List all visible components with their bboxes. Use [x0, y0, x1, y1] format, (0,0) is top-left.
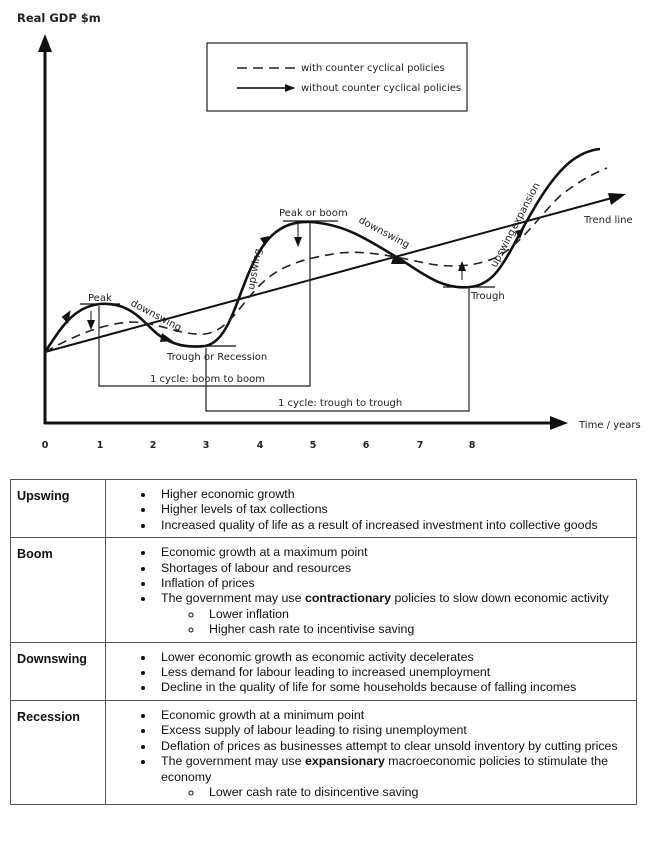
trough-or-recession-label: Trough or Recession — [166, 352, 267, 363]
phase-points: Economic growth at a maximum pointShorta… — [105, 537, 637, 643]
point-item: Less demand for labour leading to increa… — [155, 665, 630, 680]
point-item: Lower economic growth as economic activi… — [155, 650, 630, 665]
legend-solid-label: without counter cyclical policies — [301, 83, 461, 94]
point-text: The government may use — [161, 754, 305, 769]
curve-arrow — [515, 229, 524, 239]
point-text: policies to slow down economic activity — [391, 591, 609, 606]
point-text: Less demand for labour leading to increa… — [161, 665, 491, 680]
y-axis-title: Real GDP $m — [17, 11, 101, 25]
point-item: The government may use contractionary po… — [155, 591, 630, 637]
gdp-curve-without-policies — [43, 147, 601, 353]
phase-name: Downswing — [10, 641, 106, 701]
point-item: Higher economic growth — [155, 487, 630, 502]
point-item: Decline in the quality of life for some … — [155, 680, 630, 695]
sub-point-item: Higher cash rate to incentivise saving — [203, 622, 630, 637]
point-text: Lower economic growth as economic activi… — [161, 649, 474, 664]
point-item: Economic growth at a maximum point — [155, 545, 630, 560]
x-tick: 2 — [150, 440, 157, 451]
phase-name: Boom — [10, 537, 106, 643]
points-list: Economic growth at a minimum pointExcess… — [112, 708, 630, 800]
phase-table-body: UpswingHigher economic growthHigher leve… — [10, 478, 637, 806]
phase-points: Economic growth at a minimum pointExcess… — [105, 699, 637, 806]
phase-name: Upswing — [10, 478, 106, 539]
point-item: Deflation of prices as businesses attemp… — [155, 739, 630, 754]
policy-type: contractionary — [304, 591, 392, 606]
legend-box — [206, 42, 468, 112]
sub-point-item: Lower cash rate to disincentive saving — [203, 785, 630, 800]
sub-point-item: Lower inflation — [203, 607, 630, 622]
point-item: Economic growth at a minimum point — [155, 708, 630, 723]
point-item: Increased quality of life as a result of… — [155, 518, 630, 533]
cycle-trough-bracket — [205, 287, 470, 412]
point-text: Economic growth at a minimum point — [161, 707, 365, 722]
policy-type: expansionary — [304, 754, 385, 769]
trend-line-label: Trend line — [583, 215, 633, 226]
points-list: Economic growth at a maximum pointShorta… — [112, 545, 630, 637]
phase-row: Downswing Lower economic growth as econom… — [10, 641, 637, 701]
point-text: The government may use — [161, 591, 305, 606]
point-item: Shortages of labour and resources — [155, 561, 630, 576]
phase-points: Lower economic growth as economic activi… — [105, 641, 637, 701]
phase-points: Higher economic growthHigher levels of t… — [105, 478, 637, 539]
point-text: macroeconomic policies to stimulate the … — [161, 754, 608, 784]
sub-points-list: Lower cash rate to disincentive saving — [161, 785, 630, 800]
point-text: Deflation of prices as businesses attemp… — [161, 738, 618, 753]
phase-row: BoomEconomic growth at a maximum pointSh… — [10, 537, 637, 643]
trough-label: Trough — [470, 291, 505, 302]
business-cycle-diagram: Real GDP $m Time / years 0 1 2 3 4 5 6 7… — [17, 11, 641, 451]
point-text: Higher levels of tax collections — [161, 502, 328, 517]
point-text: Inflation of prices — [161, 576, 255, 591]
point-item: Excess supply of labour leading to risin… — [155, 723, 630, 738]
point-item: Inflation of prices — [155, 576, 630, 591]
point-item: Higher levels of tax collections — [155, 502, 630, 517]
curve-arrow — [391, 255, 405, 264]
point-text: Higher economic growth — [161, 487, 295, 501]
x-tick: 0 — [42, 440, 49, 451]
trend-line — [44, 197, 613, 353]
phase-table: UpswingHigher economic growthHigher leve… — [10, 478, 637, 806]
curve-arrow — [61, 310, 71, 324]
points-list: Lower economic growth as economic activi… — [112, 650, 630, 696]
cycle-trough-label: 1 cycle: trough to trough — [278, 398, 402, 409]
peak-label: Peak — [88, 293, 112, 304]
cycle-boom-bracket — [98, 222, 311, 387]
x-tick: 6 — [363, 440, 370, 451]
x-axis-title: Time / years — [578, 420, 641, 431]
trend-line-arrow — [608, 193, 626, 205]
x-tick: 4 — [257, 440, 264, 451]
x-axis-arrow — [550, 416, 568, 430]
phase-row: RecessionEconomic growth at a minimum po… — [10, 699, 637, 806]
point-text: Shortages of labour and resources — [161, 560, 352, 575]
peak-or-boom-label: Peak or boom — [279, 208, 348, 219]
x-tick: 5 — [310, 440, 317, 451]
point-text: Decline in the quality of life for some … — [161, 680, 577, 695]
x-tick: 3 — [203, 440, 210, 451]
y-axis-arrow — [38, 34, 52, 52]
curve-arrow — [160, 333, 173, 342]
x-tick-labels: 0 1 2 3 4 5 6 7 8 — [42, 440, 476, 451]
sub-points-list: Lower inflationHigher cash rate to incen… — [161, 607, 630, 638]
downswing-label: downswing — [357, 215, 411, 251]
x-tick: 7 — [417, 440, 424, 451]
x-tick: 1 — [97, 440, 104, 451]
cycle-boom-label: 1 cycle: boom to boom — [150, 374, 265, 385]
gdp-curve-with-policies — [44, 167, 608, 353]
phase-row: UpswingHigher economic growthHigher leve… — [10, 478, 637, 539]
point-text: Economic growth at a maximum point — [161, 545, 368, 560]
curve-arrow — [260, 236, 269, 246]
legend-dashed-label: with counter cyclical policies — [301, 63, 445, 74]
points-list: Higher economic growthHigher levels of t… — [112, 487, 630, 533]
point-text: Excess supply of labour leading to risin… — [161, 723, 467, 738]
point-text: Increased quality of life as a result of… — [161, 517, 598, 532]
phase-name: Recession — [10, 699, 106, 806]
x-tick: 8 — [469, 440, 476, 451]
point-item: The government may use expansionary macr… — [155, 754, 630, 800]
